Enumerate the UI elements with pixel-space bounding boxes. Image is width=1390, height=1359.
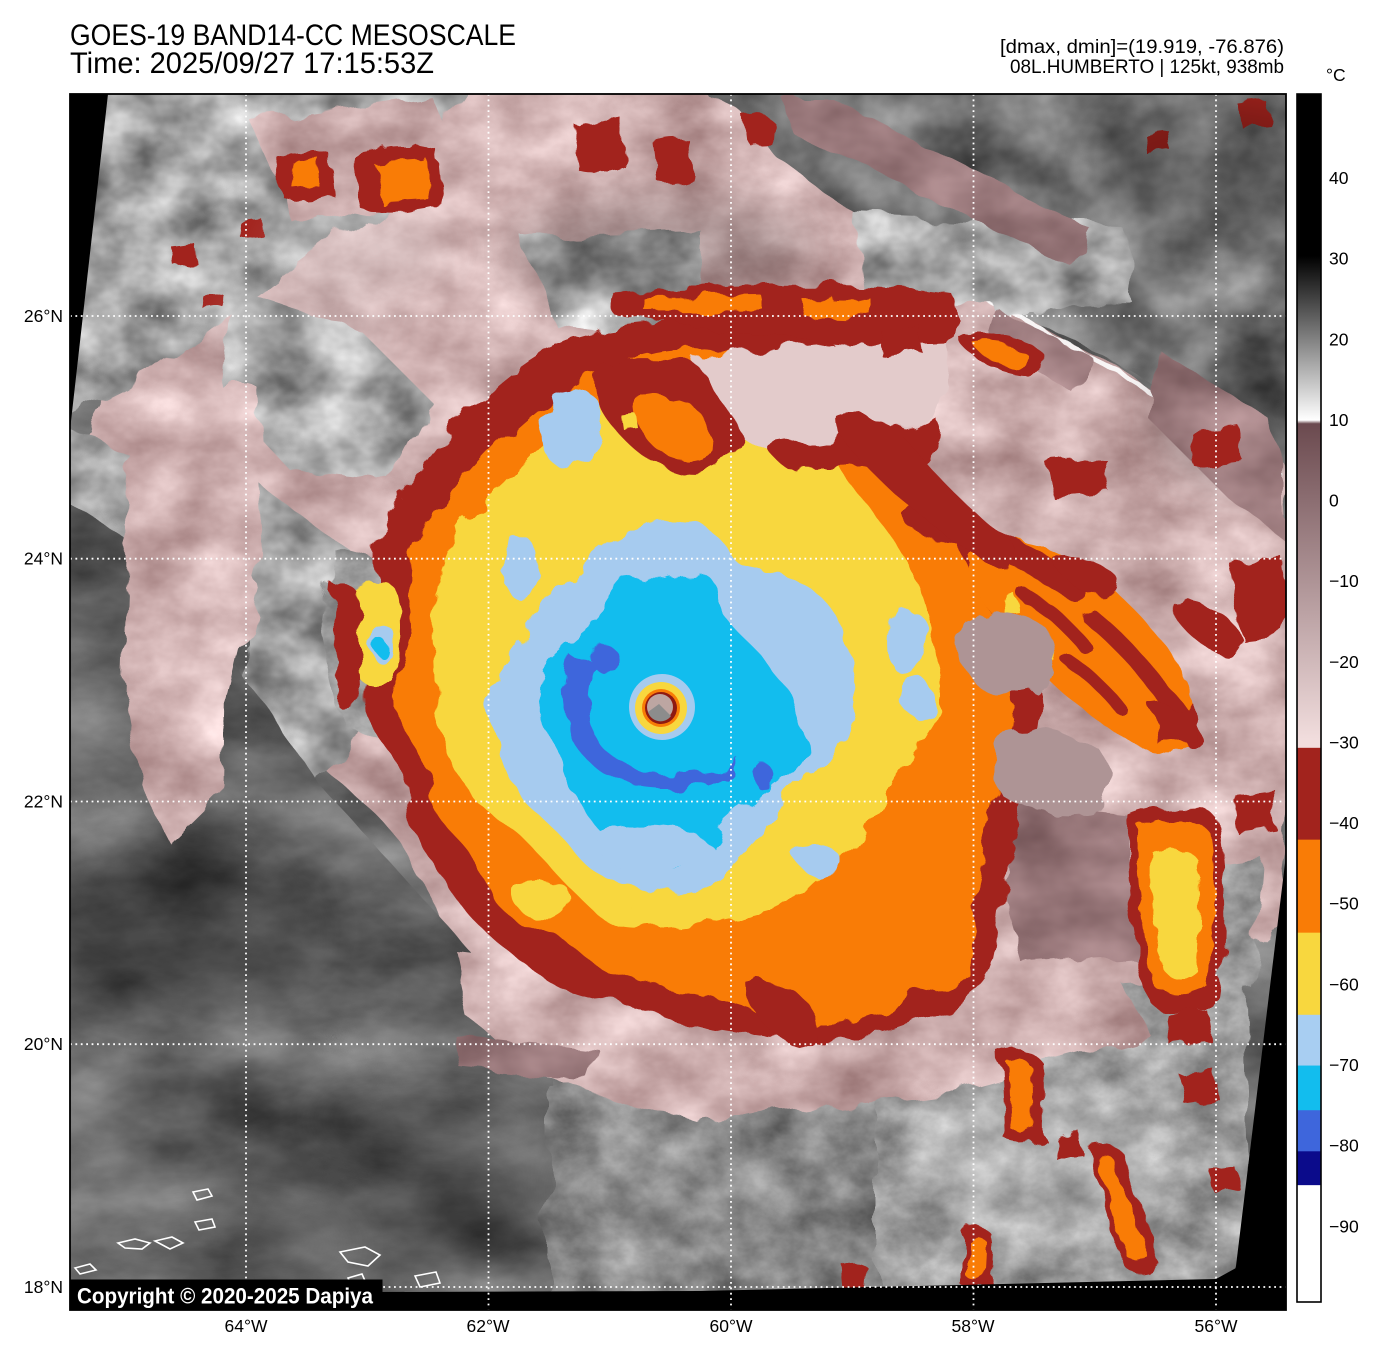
svg-text:−90: −90 [1329, 1216, 1359, 1236]
svg-text:°C: °C [1326, 65, 1346, 85]
svg-text:20°N: 20°N [24, 1034, 63, 1054]
svg-text:56°W: 56°W [1195, 1316, 1238, 1336]
svg-text:−60: −60 [1329, 974, 1359, 994]
svg-text:−30: −30 [1329, 733, 1359, 753]
svg-text:Time: 2025/09/27 17:15:53Z: Time: 2025/09/27 17:15:53Z [70, 47, 434, 80]
svg-text:64°W: 64°W [225, 1316, 268, 1336]
svg-text:40: 40 [1329, 168, 1349, 188]
svg-text:24°N: 24°N [24, 549, 63, 569]
svg-text:20: 20 [1329, 329, 1349, 349]
svg-text:[dmax, dmin]=(19.919, -76.876): [dmax, dmin]=(19.919, -76.876) [1000, 37, 1284, 58]
svg-text:−70: −70 [1329, 1055, 1359, 1075]
svg-text:10: 10 [1329, 410, 1349, 430]
svg-text:−20: −20 [1329, 652, 1359, 672]
svg-text:−80: −80 [1329, 1136, 1359, 1156]
svg-text:08L.HUMBERTO | 125kt, 938mb: 08L.HUMBERTO | 125kt, 938mb [1010, 57, 1284, 78]
svg-text:60°W: 60°W [710, 1316, 753, 1336]
svg-text:62°W: 62°W [467, 1316, 510, 1336]
svg-text:0: 0 [1329, 491, 1339, 511]
svg-text:−40: −40 [1329, 813, 1359, 833]
svg-text:−50: −50 [1329, 894, 1359, 914]
svg-text:18°N: 18°N [24, 1277, 63, 1297]
svg-text:22°N: 22°N [24, 792, 63, 812]
svg-text:GOES-19 BAND14-CC MESOSCALE: GOES-19 BAND14-CC MESOSCALE [70, 19, 516, 52]
svg-text:Copyright © 2020-2025 Dapiya: Copyright © 2020-2025 Dapiya [77, 1284, 373, 1309]
svg-text:−10: −10 [1329, 571, 1359, 591]
svg-text:26°N: 26°N [24, 306, 63, 326]
svg-text:58°W: 58°W [952, 1316, 995, 1336]
svg-text:30: 30 [1329, 249, 1349, 269]
